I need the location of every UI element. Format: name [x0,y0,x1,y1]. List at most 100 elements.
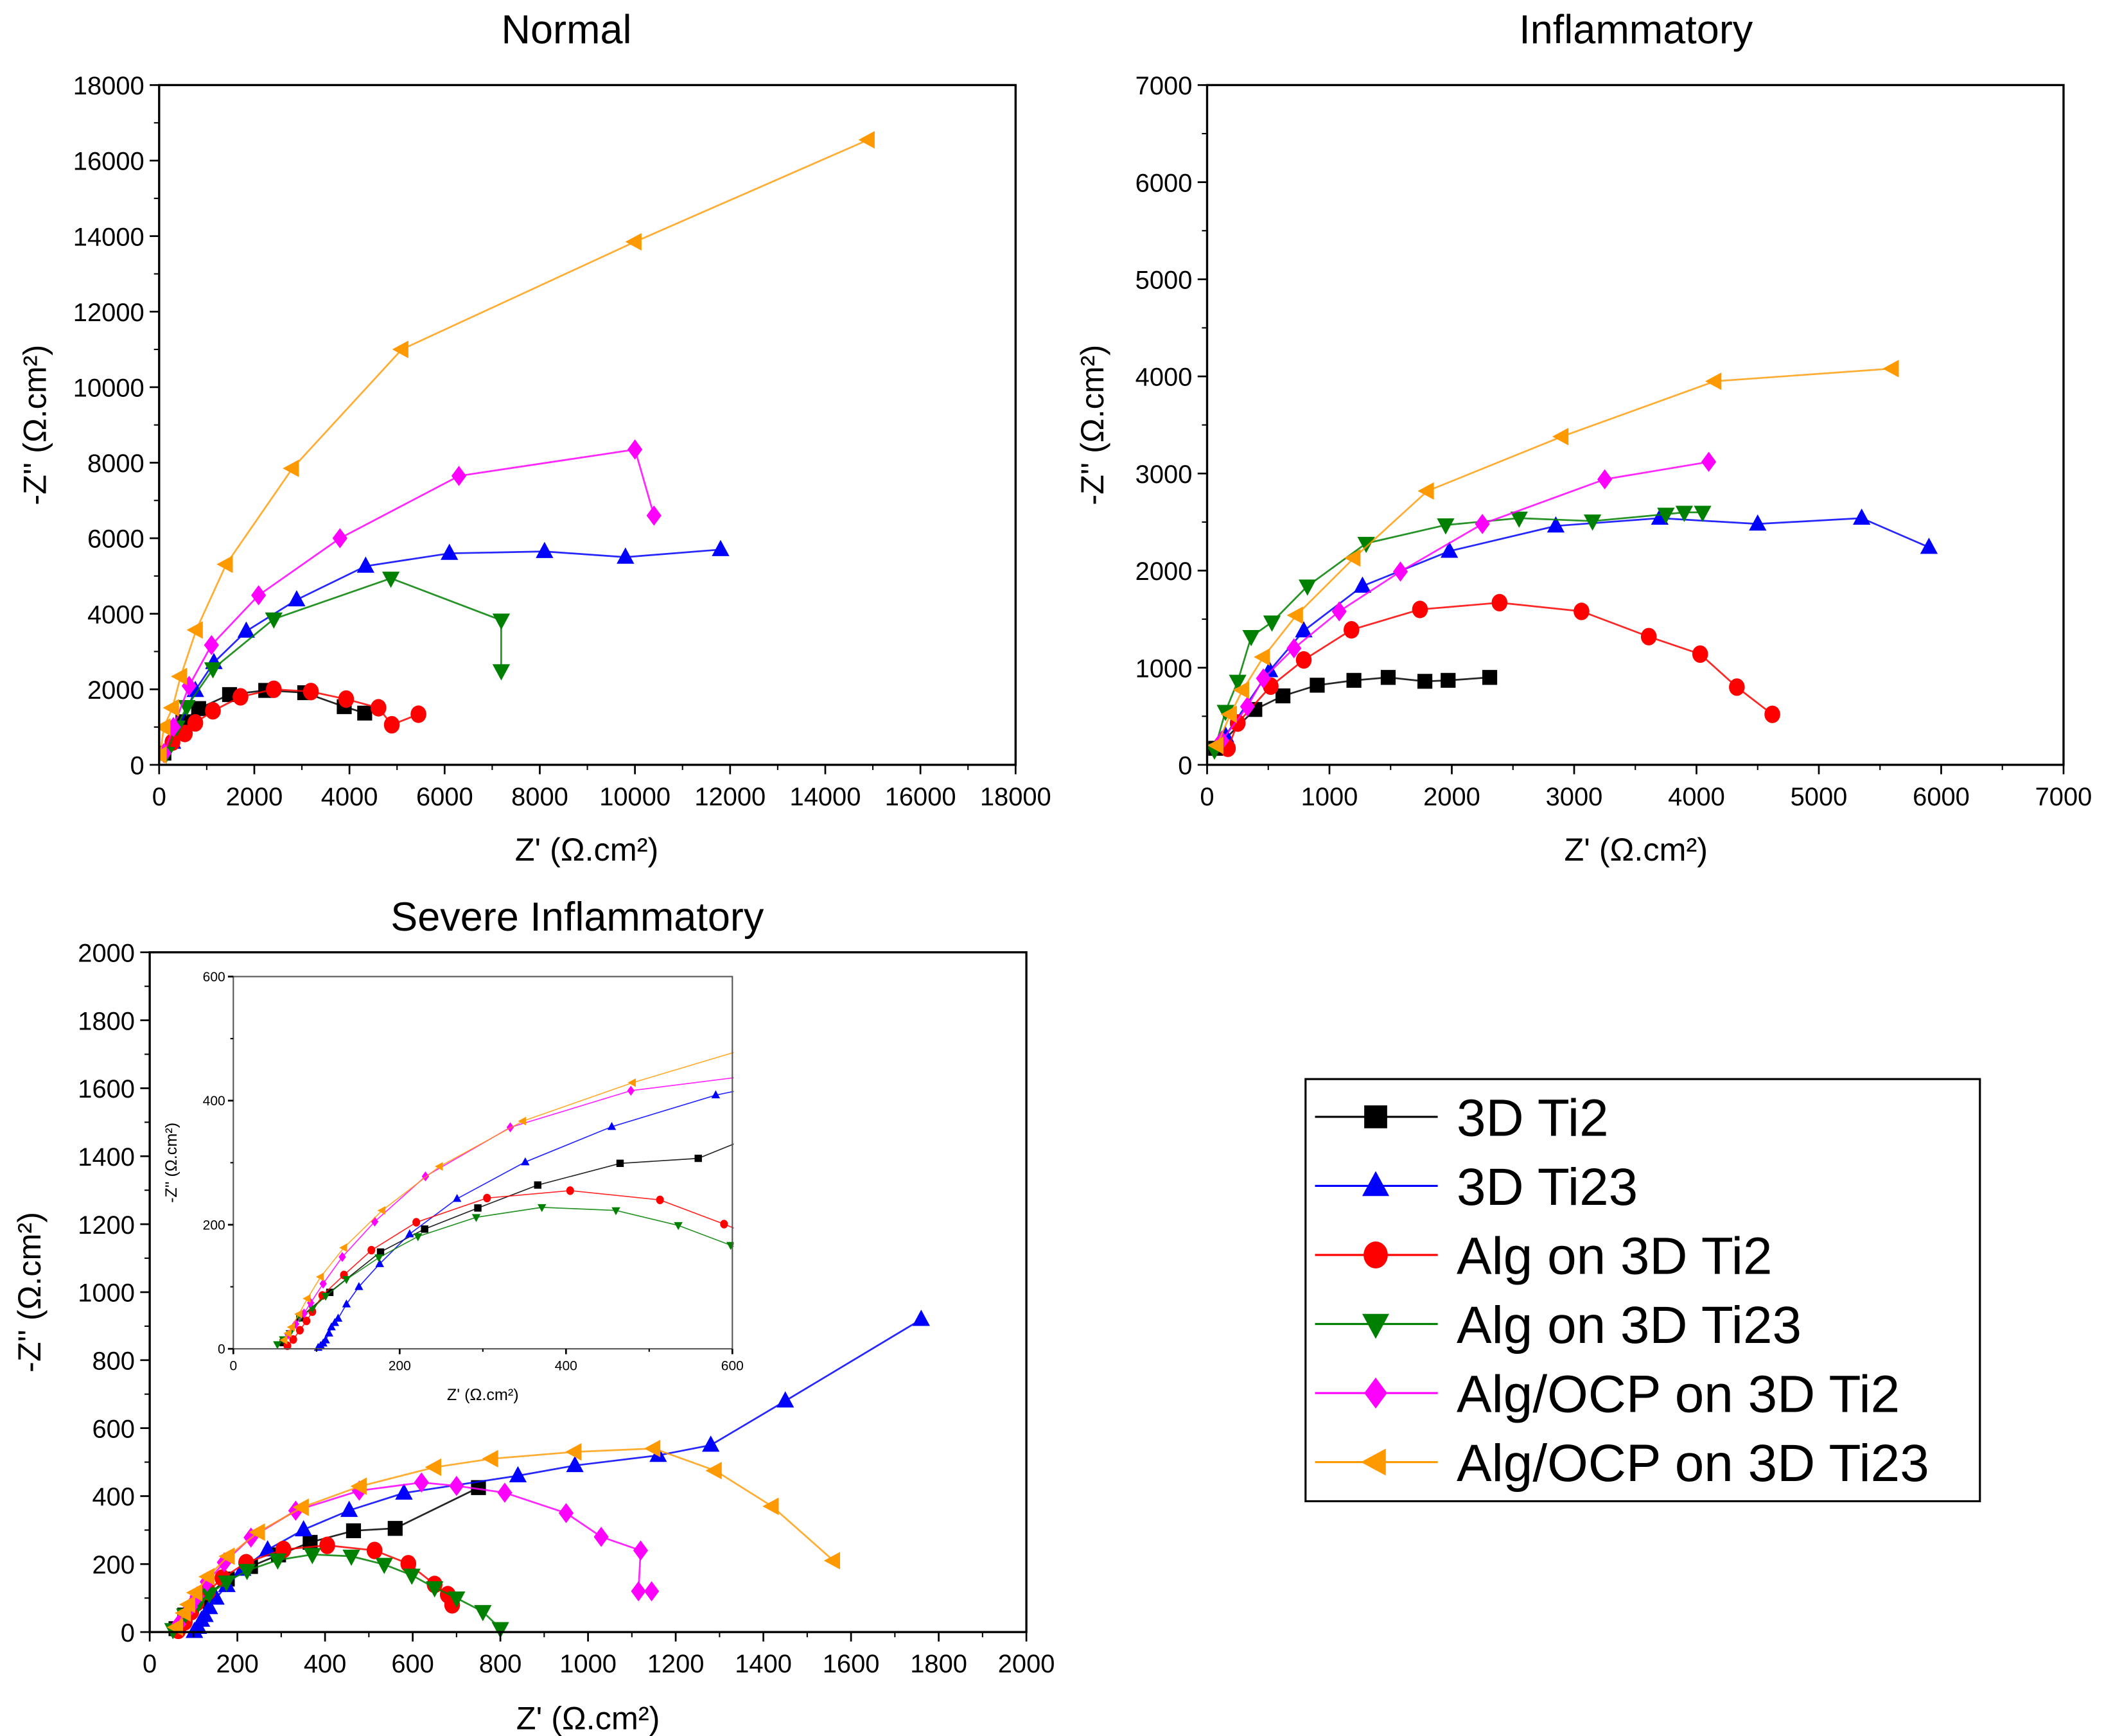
data-point-alg-ocp-on-3d-ti2 [593,1527,609,1547]
data-point-alg-on-3d-ti23 [1657,507,1675,524]
y-axis-label: -Z'' (Ω.cm²) [1074,345,1110,505]
data-point-alg-on-3d-ti2 [319,1536,335,1554]
y-tick-label: 800 [92,1347,135,1375]
data-point-alg-ocp-on-3d-ti2 [1240,696,1255,717]
data-point-alg-ocp-on-3d-ti23 [1254,648,1270,666]
data-point-alg-ocp-on-3d-ti2 [251,585,267,606]
data-point-alg-on-3d-ti23 [1510,511,1528,528]
data-point-3d-ti2 [471,1480,486,1495]
y-tick-label: 0 [218,1342,225,1357]
data-point-alg-on-3d-ti2 [366,1541,383,1559]
y-tick-label: 10000 [73,374,145,403]
legend-marker-3d-ti23 [1362,1171,1389,1197]
data-point-alg-ocp-on-3d-ti2 [1701,452,1717,472]
x-tick-label: 1000 [559,1650,617,1678]
x-axis-label: Z' (Ω.cm²) [515,831,659,868]
data-point-3d-ti23 [566,1455,584,1473]
data-point-alg-on-3d-ti23 [538,1204,547,1213]
data-point-alg-on-3d-ti23 [204,662,222,679]
data-point-alg-ocp-on-3d-ti23 [286,1322,295,1332]
x-tick-label: 16000 [885,783,956,811]
data-point-alg-on-3d-ti23 [1437,518,1455,535]
data-point-3d-ti23 [330,1318,340,1326]
data-point-alg-ocp-on-3d-ti2 [631,1581,646,1602]
data-point-alg-on-3d-ti2 [371,699,387,717]
y-tick-label: 5000 [1135,267,1193,295]
data-point-alg-ocp-on-3d-ti2 [646,505,662,526]
data-point-alg-ocp-on-3d-ti23 [302,1294,311,1303]
data-point-3d-ti2 [1310,678,1325,693]
data-point-alg-on-3d-ti23 [321,1293,330,1301]
data-point-alg-on-3d-ti2 [1729,678,1745,696]
data-point-alg-on-3d-ti23 [474,1605,492,1622]
data-point-3d-ti2 [1441,672,1456,688]
data-point-alg-on-3d-ti2 [412,1218,421,1227]
data-point-alg-on-3d-ti2 [1692,645,1708,663]
y-tick-label: 1800 [78,1007,135,1035]
data-point-alg-on-3d-ti23 [1263,615,1281,632]
data-point-3d-ti23 [324,1328,333,1337]
data-point-3d-ti23 [405,1229,414,1238]
x-tick-label: 4000 [1668,783,1725,811]
data-point-alg-ocp-on-3d-ti23 [315,1272,324,1281]
data-point-3d-ti23 [912,1310,930,1326]
data-point-3d-ti23 [712,539,730,556]
data-point-alg-ocp-on-3d-ti23 [1286,606,1303,624]
data-point-3d-ti23 [356,556,374,573]
inset-background [233,976,733,1349]
legend-marker-alg-on-3d-ti2 [1363,1241,1388,1268]
x-tick-label: 2000 [998,1650,1055,1678]
data-point-alg-on-3d-ti2 [283,1341,292,1351]
data-point-alg-ocp-on-3d-ti2 [199,1572,215,1592]
chart-title: Severe Inflammatory [390,895,764,940]
data-point-alg-on-3d-ti23 [273,1341,282,1349]
data-point-3d-ti23 [1547,516,1565,533]
data-point-3d-ti23 [259,1540,277,1557]
data-point-alg-on-3d-ti23 [492,613,511,630]
data-point-3d-ti2 [745,1134,752,1141]
chart-title: Inflammatory [1519,7,1753,52]
data-point-alg-ocp-on-3d-ti23 [216,555,233,574]
data-point-alg-on-3d-ti23 [268,1553,287,1570]
y-axis-label: -Z'' (Ω.cm²) [16,345,53,505]
data-point-alg-on-3d-ti23 [200,1587,218,1604]
x-tick-label: 0 [1200,783,1214,811]
data-point-alg-ocp-on-3d-ti23 [1882,360,1899,378]
x-tick-label: 600 [391,1650,434,1678]
y-tick-label: 6000 [87,525,145,554]
series-group [273,1051,752,1351]
y-tick-label: 0 [130,752,145,780]
data-point-alg-on-3d-ti23 [414,1233,423,1241]
x-tick-label: 8000 [511,783,568,811]
data-point-alg-on-3d-ti23 [611,1207,620,1216]
legend-label-alg-ocp-on-3d-ti23: Alg/OCP on 3D Ti23 [1457,1434,1929,1493]
data-point-3d-ti2 [1346,672,1362,688]
series-line-alg-ocp-on-3d-ti2 [177,1481,652,1625]
data-point-alg-on-3d-ti23 [381,572,400,588]
data-point-3d-ti23 [340,1500,358,1517]
data-point-3d-ti23 [1441,541,1459,558]
data-point-alg-on-3d-ti2 [187,714,204,732]
data-point-alg-ocp-on-3d-ti2 [644,1581,660,1602]
y-tick-label: 1000 [78,1279,135,1308]
data-point-alg-ocp-on-3d-ti2 [1331,601,1347,622]
data-point-alg-ocp-on-3d-ti23 [292,1498,309,1516]
data-point-alg-ocp-on-3d-ti23 [1220,705,1237,723]
y-tick-label: 2000 [78,939,135,967]
y-tick-label: 3000 [1135,460,1193,489]
data-point-alg-ocp-on-3d-ti23 [218,1547,235,1565]
data-point-alg-on-3d-ti2 [1344,621,1360,639]
x-tick-label: 1400 [735,1650,792,1678]
data-point-alg-on-3d-ti2 [302,683,319,701]
data-point-alg-on-3d-ti23 [1583,514,1602,531]
data-point-alg-ocp-on-3d-ti2 [451,466,467,486]
data-point-alg-ocp-on-3d-ti23 [762,1497,779,1515]
plot-frame [1205,83,2065,766]
y-tick-label: 1200 [78,1211,135,1240]
x-tick-label: 18000 [980,783,1051,811]
x-tick-label: 6000 [416,783,473,811]
series-line-3d-ti23 [171,548,721,743]
data-point-alg-on-3d-ti2 [205,702,221,720]
legend-label-3d-ti2: 3D Ti2 [1457,1089,1609,1147]
panel-inflammatory: 0 1000 2000 3000 4000 5000 6000 7000 0 1000 2000 30… [1074,7,2092,868]
